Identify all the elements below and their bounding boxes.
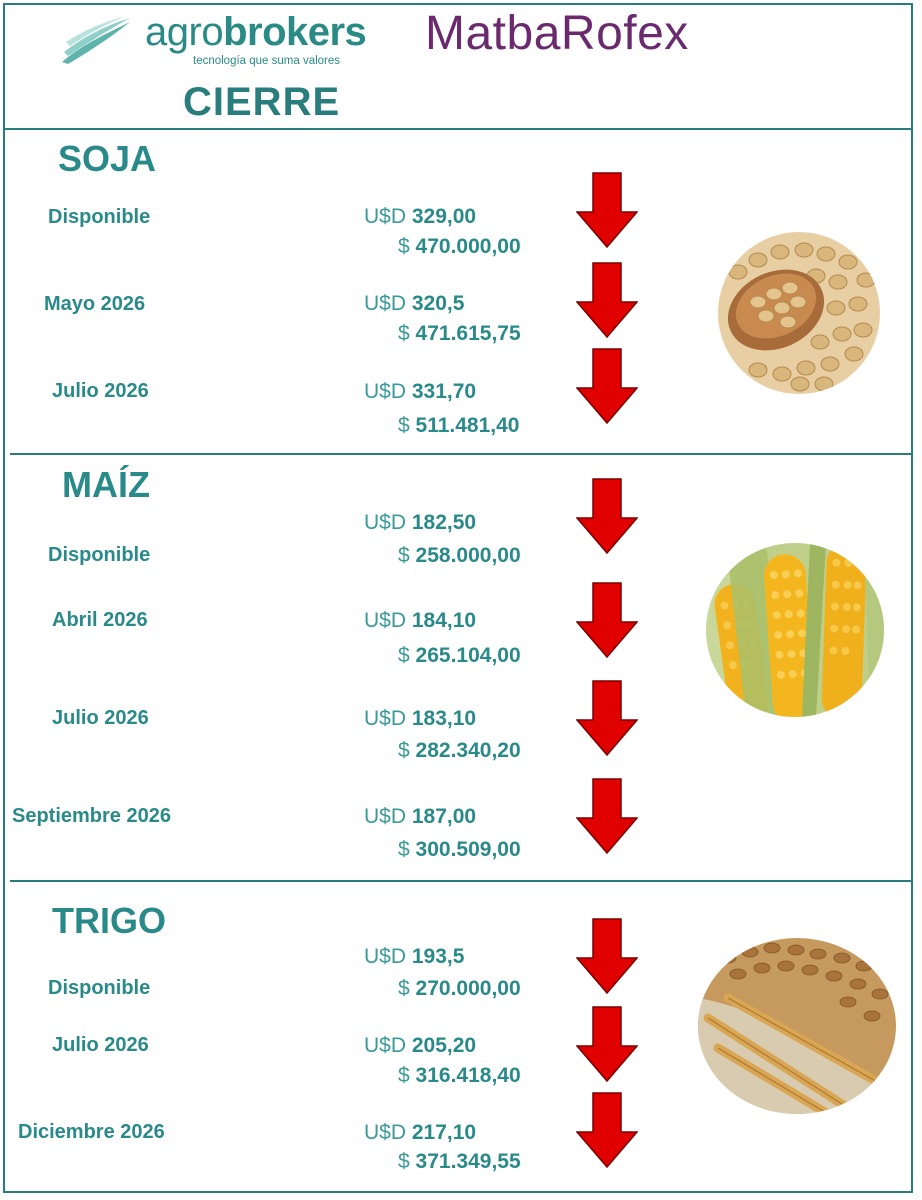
term-label: Mayo 2026 (44, 293, 146, 315)
price-usd: U$D 329,00 (364, 205, 477, 228)
price-ars: $ 471.615,75 (398, 322, 521, 345)
soybeans-image (718, 232, 880, 394)
price-ars: $ 258.000,00 (398, 544, 521, 567)
price-ars: $ 511.481,40 (398, 414, 520, 437)
page-frame (3, 3, 913, 1193)
brand-tagline: tecnología que suma valores (193, 55, 341, 67)
down-arrow-icon (576, 918, 638, 994)
down-arrow-icon (576, 348, 638, 424)
down-arrow-icon (576, 478, 638, 554)
down-arrow-icon (576, 1006, 638, 1082)
price-ars: $ 265.104,00 (398, 644, 521, 667)
price-ars: $ 470.000,00 (398, 235, 521, 258)
price-usd: U$D 184,10 (364, 609, 477, 632)
term-label: Diciembre 2026 (18, 1121, 165, 1143)
term-label: Disponible (48, 977, 151, 999)
down-arrow-icon (576, 778, 638, 854)
price-ars: $ 282.340,20 (398, 739, 521, 762)
page-title: CIERRE (183, 80, 341, 124)
price-usd: U$D 187,00 (364, 805, 477, 828)
term-label: Disponible (48, 206, 151, 228)
price-usd: U$D 182,50 (364, 511, 477, 534)
price-usd: U$D 183,10 (364, 707, 477, 730)
down-arrow-icon (576, 680, 638, 756)
price-ars: $ 316.418,40 (398, 1064, 521, 1087)
brand-name: agrobrokers (145, 10, 367, 55)
soja-divider (10, 453, 913, 455)
price-usd: U$D 205,20 (364, 1034, 477, 1057)
brand-prefix: agro (145, 10, 224, 54)
wheat-image (698, 938, 896, 1114)
price-ars: $ 371.349,55 (398, 1150, 521, 1173)
term-label: Julio 2026 (52, 1034, 149, 1056)
down-arrow-icon (576, 582, 638, 658)
term-label: Disponible (48, 544, 151, 566)
term-label: Julio 2026 (52, 380, 149, 402)
section-title-maiz: MAÍZ (62, 464, 150, 505)
brand-bold: brokers (223, 10, 367, 54)
section-title-trigo: TRIGO (52, 900, 166, 941)
term-label: Julio 2026 (52, 707, 149, 729)
down-arrow-icon (576, 172, 638, 248)
price-ars: $ 270.000,00 (398, 977, 521, 1000)
term-label: Abril 2026 (52, 609, 148, 631)
corn-image (706, 543, 884, 717)
header-divider (3, 128, 913, 130)
price-ars: $ 300.509,00 (398, 838, 521, 861)
down-arrow-icon (576, 1092, 638, 1168)
maiz-divider (10, 880, 913, 882)
price-usd: U$D 193,5 (364, 945, 465, 968)
partner-logo: MatbaRofex (425, 7, 689, 60)
price-usd: U$D 320,5 (364, 292, 465, 315)
agrobrokers-logo-icon (62, 16, 130, 64)
section-title-soja: SOJA (58, 138, 157, 179)
down-arrow-icon (576, 262, 638, 338)
price-usd: U$D 217,10 (364, 1121, 477, 1144)
price-usd: U$D 331,70 (364, 380, 477, 403)
term-label: Septiembre 2026 (12, 805, 171, 827)
